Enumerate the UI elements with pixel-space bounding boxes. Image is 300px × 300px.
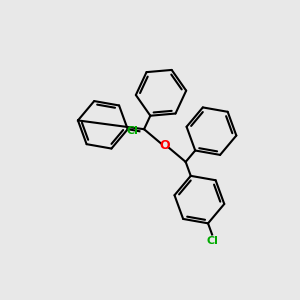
Text: O: O	[160, 139, 170, 152]
Text: Cl: Cl	[206, 236, 218, 246]
Text: Cl: Cl	[126, 126, 138, 136]
